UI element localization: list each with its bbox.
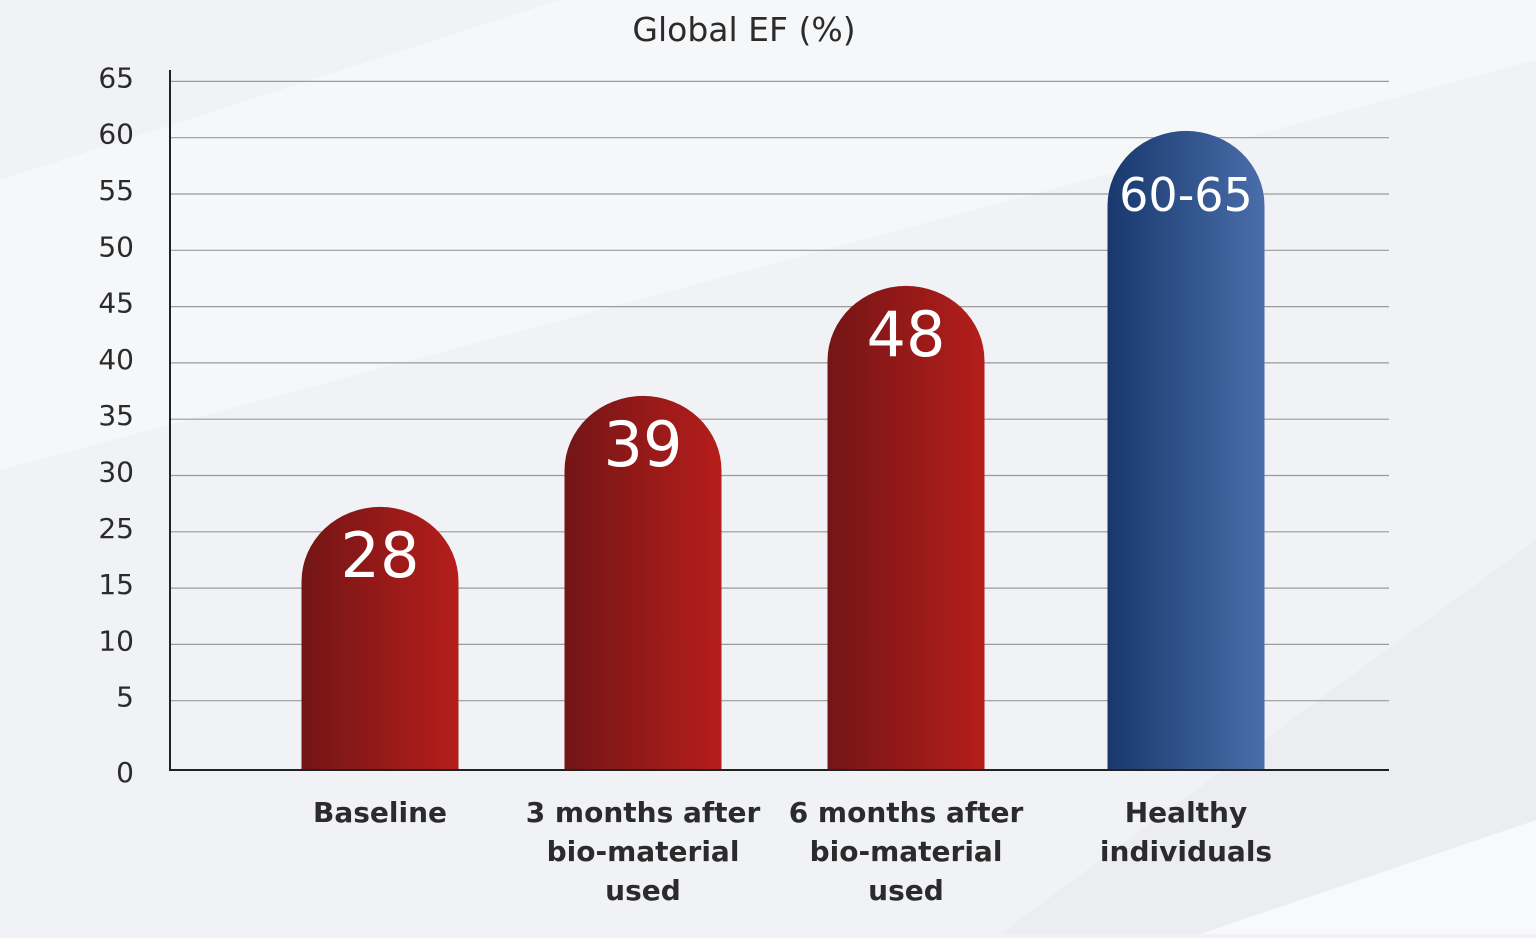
bar [827,285,985,770]
bar [301,506,459,770]
y-tick-label: 40 [98,343,134,376]
data-label: 28 [341,519,420,592]
x-category-label: bio-material [547,835,740,868]
x-category-label: individuals [1100,835,1272,868]
x-category-label: 6 months after [789,796,1024,829]
data-label: 60-65 [1119,168,1253,222]
y-tick-label: 5 [116,681,134,714]
axes [169,70,1389,771]
y-tick-label: 50 [98,230,134,263]
data-label: 39 [604,408,683,481]
bar [1107,130,1265,771]
y-tick-label: 25 [98,512,134,545]
y-tick-label: 30 [98,456,134,489]
x-category-label: bio-material [810,835,1003,868]
x-category-label: 3 months after [526,796,761,829]
x-category-label: used [605,874,681,907]
y-tick-label: 45 [98,287,134,320]
y-tick-label: 60 [98,118,134,151]
x-category-label: Baseline [313,796,447,829]
y-tick-label: 0 [116,756,134,789]
x-category-label: used [868,874,944,907]
y-tick-label: 65 [98,61,134,94]
y-tick-label: 10 [98,624,134,657]
x-category-label: Healthy [1125,796,1248,829]
data-label: 48 [867,298,946,371]
bars [301,130,1265,771]
bar [564,395,722,770]
chart-title: Global EF (%) [632,10,856,49]
y-tick-label: 55 [98,174,134,207]
labels: 0 5 10 15 25 30 35 40 45 50 55 60 65 28 Baseline 39 3 mo… [98,61,1272,907]
y-tick-label: 35 [98,399,134,432]
y-tick-label: 15 [98,568,134,601]
